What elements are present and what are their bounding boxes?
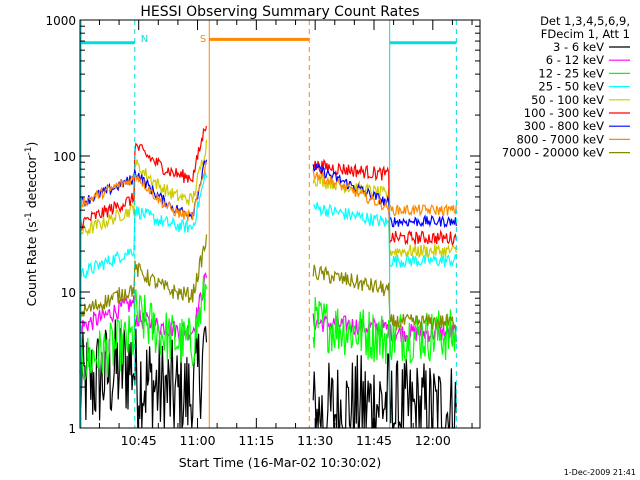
legend-label: 300 - 800 keV [524, 119, 604, 133]
legend-label: 100 - 300 keV [524, 106, 604, 120]
y-label-part-2: detector [24, 155, 39, 213]
y-tick-label: 1 [68, 422, 76, 436]
marker-label-n: N [141, 34, 148, 45]
series-line-4-segment-1 [79, 139, 208, 237]
x-tick-label: 11:30 [297, 433, 333, 448]
axes: 1 10 100 1000 10:45 11:00 11:15 11:30 11:45 12:00 [45, 14, 480, 448]
x-tick-label: 11:15 [238, 433, 274, 448]
legend-label: 7000 - 20000 keV [502, 146, 604, 160]
footer-date: 1-Dec-2009 21:41 [564, 468, 636, 477]
y-label-exponent-2: -1 [24, 147, 34, 156]
series-line-7-segment-2 [312, 169, 457, 217]
chart-title: HESSI Observing Summary Count Rates [140, 4, 419, 20]
x-tick-label: 10:45 [121, 433, 157, 448]
legend-label: 6 - 12 keV [546, 53, 604, 67]
series-line-7-segment-1 [79, 161, 207, 222]
series-line-0-segment-2 [312, 353, 457, 429]
legend-label: 12 - 25 keV [538, 66, 604, 80]
x-axis-label: Start Time (16-Mar-02 10:30:02) [179, 455, 382, 470]
legend-label: 25 - 50 keV [538, 80, 604, 94]
y-label-part-3: ) [24, 142, 39, 147]
plot-frame [79, 19, 481, 429]
y-label-exponent-1: -1 [24, 212, 34, 221]
y-axis-label: Count Rate (s-1 detector-1) [24, 142, 39, 307]
y-tick-label: 100 [53, 150, 76, 164]
series-line-6-segment-2 [312, 162, 457, 229]
series-group [79, 125, 457, 429]
series-line-4-segment-2 [312, 173, 457, 259]
legend-label: 50 - 100 keV [531, 93, 604, 107]
series-line-3-segment-2 [313, 202, 457, 268]
marker-label-s: S [200, 34, 206, 45]
series-line-3-segment-1 [79, 171, 208, 280]
series-line-5-segment-1 [79, 125, 208, 232]
y-tick-label: 1000 [45, 14, 76, 28]
series-line-0-segment-1 [79, 319, 208, 429]
series-line-5-segment-2 [312, 158, 457, 247]
series-line-8-segment-2 [312, 264, 457, 331]
legend-header-line-1: Det 1,3,4,5,6,9, [540, 14, 630, 28]
legend-label: 3 - 6 keV [553, 40, 604, 54]
series-line-6-segment-1 [79, 159, 208, 220]
x-tick-label: 11:00 [180, 433, 216, 448]
legend-header-line-2: FDecim 1, Att 1 [541, 27, 630, 41]
x-tick-label: 11:45 [356, 433, 392, 448]
y-tick-label: 10 [61, 286, 76, 300]
series-line-8-segment-1 [79, 234, 208, 319]
legend-label: 800 - 7000 keV [516, 132, 604, 146]
y-label-part-1: Count Rate (s [24, 221, 39, 306]
x-tick-label: 12:00 [415, 433, 451, 448]
series-line-2-segment-1 [79, 275, 208, 381]
